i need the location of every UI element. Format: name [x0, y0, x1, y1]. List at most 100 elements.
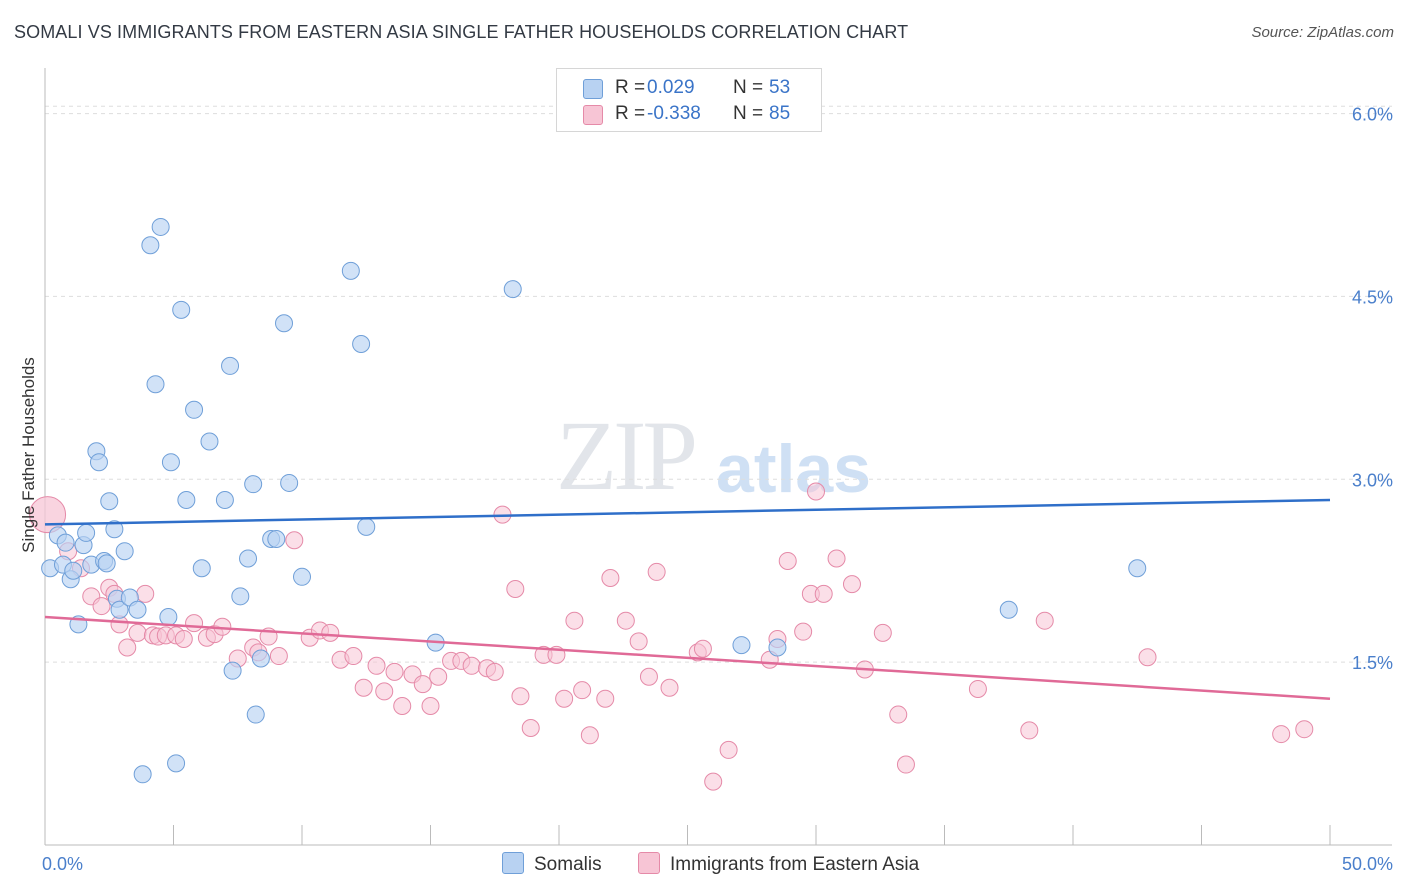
point-somalis [352, 334, 371, 353]
source-credit: Source: ZipAtlas.com [1251, 24, 1394, 41]
point-somalis [128, 600, 147, 619]
point-eastern-asia [1295, 720, 1314, 739]
grid-lines [45, 105, 1392, 663]
legend-n-value: 85 [769, 103, 791, 124]
point-somalis [341, 261, 360, 280]
point-somalis [357, 517, 376, 536]
bottom-legend-swatch-eastern-asia [638, 852, 660, 874]
point-eastern-asia [778, 551, 797, 570]
bottom-legend-swatch-somalis [502, 852, 524, 874]
point-somalis [172, 300, 191, 319]
point-somalis [768, 638, 787, 657]
point-eastern-asia [616, 611, 635, 630]
point-eastern-asia [807, 482, 825, 501]
legend-swatch-eastern-asia [583, 105, 603, 125]
point-eastern-asia [344, 647, 363, 666]
point-somalis [151, 217, 170, 236]
legend-r-value: 0.029 [647, 77, 695, 98]
legend-swatch-somalis [583, 79, 603, 99]
point-eastern-asia [321, 623, 340, 642]
point-eastern-asia [1035, 611, 1054, 630]
point-eastern-asia [429, 667, 448, 686]
watermark-atlas: atlas [716, 431, 871, 507]
point-eastern-asia [968, 679, 987, 698]
point-eastern-asia [1020, 721, 1039, 740]
point-somalis [115, 542, 134, 561]
point-somalis [221, 356, 240, 375]
point-somalis [192, 559, 211, 578]
point-eastern-asia [580, 726, 599, 745]
point-somalis [231, 587, 250, 606]
point-eastern-asia [92, 597, 111, 616]
point-somalis [999, 600, 1018, 619]
series-eastern-asia [29, 482, 1314, 791]
point-eastern-asia [393, 697, 412, 716]
point-somalis [56, 533, 75, 552]
trend-line-eastern-asia [44, 615, 1331, 700]
legend-n-label: N = [733, 103, 764, 124]
point-eastern-asia [136, 584, 155, 603]
point-somalis [732, 636, 751, 655]
point-somalis [251, 649, 270, 668]
trend-line-somalis [44, 498, 1331, 526]
x-tick-label-max: 50.0% [1342, 854, 1393, 874]
point-somalis [105, 520, 124, 539]
point-somalis [64, 561, 83, 580]
point-eastern-asia [601, 569, 620, 588]
point-somalis [141, 236, 160, 255]
point-somalis [223, 661, 242, 680]
point-somalis [159, 608, 178, 627]
bottom-legend-label-somalis: Somalis [534, 854, 602, 875]
point-somalis [215, 491, 234, 510]
y-tick-label: 3.0% [1352, 470, 1393, 490]
point-somalis [100, 492, 119, 511]
bottom-legend-somalis: Somalis [502, 852, 602, 876]
axes [44, 68, 1392, 846]
legend-r-label: R = [615, 77, 646, 98]
point-eastern-asia [842, 575, 861, 594]
point-somalis [1128, 559, 1147, 578]
point-eastern-asia [174, 629, 193, 648]
point-eastern-asia [462, 656, 481, 675]
point-eastern-asia [639, 667, 658, 686]
point-eastern-asia [1272, 725, 1291, 744]
point-somalis [146, 375, 165, 394]
y-axis-label: Single Father Households [19, 357, 38, 553]
point-eastern-asia [485, 662, 504, 681]
point-somalis [200, 432, 219, 451]
point-eastern-asia [629, 632, 648, 651]
point-somalis [239, 549, 258, 568]
bottom-legend-eastern-asia: Immigrants from Eastern Asia [638, 852, 919, 876]
point-somalis [267, 530, 286, 549]
legend-n-value: 53 [769, 77, 791, 98]
chart-title: SOMALI VS IMMIGRANTS FROM EASTERN ASIA S… [14, 22, 909, 42]
point-eastern-asia [873, 623, 892, 642]
point-eastern-asia [719, 740, 738, 759]
correlation-legend: R = 0.029 N = 53 R = -0.338 N = 85 [556, 68, 822, 132]
point-somalis [293, 567, 311, 586]
point-eastern-asia [704, 772, 723, 791]
point-somalis [246, 705, 265, 724]
tick-labels: 1.5% 3.0% 4.5% 6.0% 0.0% 50.0% [42, 105, 1393, 874]
point-somalis [503, 280, 522, 299]
point-eastern-asia [521, 718, 540, 737]
bottom-legend-label-eastern-asia: Immigrants from Eastern Asia [670, 854, 920, 875]
point-eastern-asia [647, 562, 666, 581]
point-somalis [77, 523, 96, 542]
legend-n-label: N = [733, 77, 764, 98]
point-somalis [244, 475, 263, 494]
point-eastern-asia [889, 705, 908, 724]
point-eastern-asia [511, 687, 530, 706]
x-tick-label-min: 0.0% [42, 854, 83, 874]
point-eastern-asia [413, 675, 432, 694]
point-eastern-asia [375, 682, 394, 701]
point-eastern-asia [555, 689, 574, 708]
point-eastern-asia [660, 678, 679, 697]
point-eastern-asia [185, 614, 204, 633]
watermark-zip: ZIP [556, 400, 698, 511]
point-eastern-asia [794, 622, 813, 641]
point-somalis [97, 554, 116, 573]
point-eastern-asia [573, 681, 592, 700]
point-eastern-asia [814, 584, 833, 603]
